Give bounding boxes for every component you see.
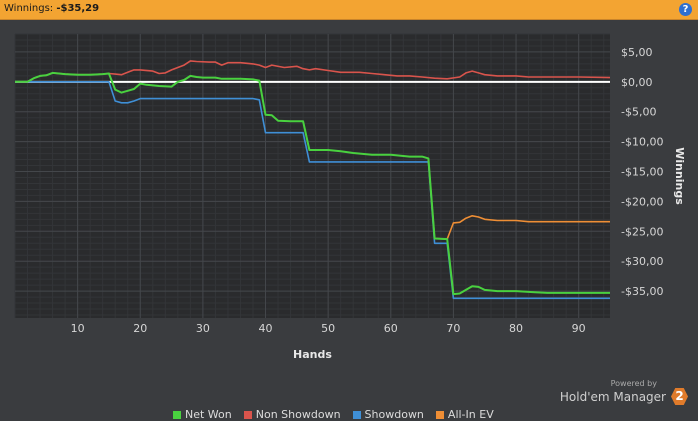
winnings-label: Winnings: [4,3,54,14]
y-tick-label: -$25,00 [621,225,663,238]
y-tick-label: $5,00 [621,46,653,59]
y-axis-title: Winnings [673,147,686,205]
x-tick-label: 60 [384,322,398,335]
title-bar: Winnings: -$35,29 ? [0,0,698,20]
brand: Hold'em Manager 2 [560,388,688,405]
hem2-badge-icon: 2 [671,388,688,405]
y-tick-label: -$20,00 [621,195,663,208]
y-tick-label: -$35,00 [621,285,663,298]
legend-swatch-showdown [352,410,361,419]
brand-name: Hold'em Manager [559,389,666,404]
legend-label-non-showdown: Non Showdown [255,408,341,421]
y-tick-label: $0,00 [621,76,653,89]
winnings-chart: 10 20 30 40 50 60 70 80 90 $5,00 $0,00 -$5,00 -$10,0… [14,33,686,361]
legend-label-showdown: Showdown [364,408,424,421]
winnings-title: Winnings: -$35,29 [4,3,99,14]
help-icon[interactable]: ? [679,3,692,16]
x-tick-label: 80 [509,322,523,335]
y-tick-label: -$15,00 [621,166,663,179]
series-line-showdown [15,80,610,300]
legend-item-non-showdown[interactable]: Non Showdown [243,408,341,421]
chart-panel: 10 20 30 40 50 60 70 80 90 $5,00 $0,00 -$5,00 -$10,0… [0,20,698,421]
x-tick-label: 20 [133,322,147,335]
legend-item-showdown[interactable]: Showdown [352,408,424,421]
legend-label-all-in-ev: All-In EV [447,408,494,421]
chart-legend: Net Won Non Showdown Showdown All-In EV [173,408,494,421]
x-tick-label: 90 [572,322,586,335]
legend-swatch-non-showdown [243,410,252,419]
legend-item-all-in-ev[interactable]: All-In EV [435,408,494,421]
x-tick-label: 50 [321,322,335,335]
x-tick-label: 30 [196,322,210,335]
powered-by-text: Powered by [610,379,657,388]
x-tick-label: 70 [446,322,460,335]
winnings-amount: -$35,29 [56,3,100,14]
legend-swatch-net-won [173,410,181,419]
series-line-net-won [15,71,610,296]
y-tick-label: -$30,00 [621,255,663,268]
x-tick-label: 10 [71,322,85,335]
legend-label-net-won: Net Won [185,408,232,421]
y-tick-label: -$5,00 [621,106,656,119]
legend-swatch-all-in-ev [435,410,444,419]
hem2-logo: Powered by Hold'em Manager 2 [560,379,688,405]
x-axis-title: Hands [293,348,332,361]
x-tick-label: 40 [259,322,273,335]
y-tick-label: -$10,00 [621,136,663,149]
series-line-all-in-ev [427,160,610,240]
legend-item-net-won[interactable]: Net Won [173,408,232,421]
